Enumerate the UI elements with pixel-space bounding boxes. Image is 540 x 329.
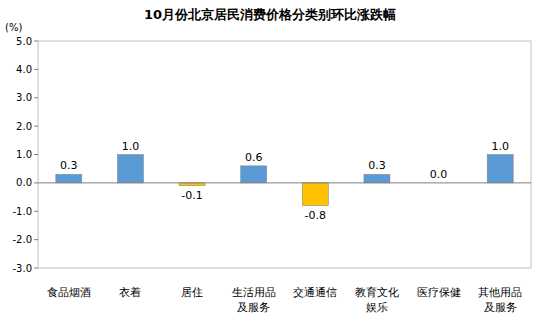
y-tick	[34, 211, 38, 212]
x-tick-label: 医疗保健	[417, 286, 461, 298]
y-tick-label: 2.0	[16, 121, 32, 132]
y-tick	[34, 154, 38, 155]
y-tick	[34, 69, 38, 70]
y-tick	[34, 97, 38, 98]
data-label: -0.1	[181, 189, 202, 202]
x-tick-label: 衣着	[119, 286, 141, 298]
data-label: 0.6	[245, 151, 263, 164]
y-axis-label: (%)	[5, 22, 22, 33]
zero-line	[38, 182, 531, 183]
y-tick	[34, 239, 38, 240]
x-tick-label-line: 医疗保健	[417, 286, 461, 298]
bar	[302, 183, 328, 206]
bar	[117, 155, 143, 183]
x-tick-label: 食品烟酒	[47, 286, 91, 298]
y-tick	[34, 41, 38, 42]
y-tick-label: 5.0	[16, 36, 32, 47]
y-tick-label: -2.0	[12, 234, 32, 245]
data-label: 1.0	[122, 140, 140, 153]
x-tick-label-line: 及服务	[237, 301, 270, 313]
data-label: 1.0	[491, 140, 509, 153]
x-tick-label-line: 食品烟酒	[47, 286, 91, 298]
x-tick-label-line: 其他用品	[478, 286, 522, 298]
x-tick-label-line: 衣着	[119, 286, 141, 298]
bars	[56, 155, 513, 206]
x-tick-label-line: 生活用品	[232, 286, 276, 298]
bar	[56, 174, 82, 183]
y-tick	[34, 126, 38, 127]
y-tick-label: -1.0	[12, 206, 32, 217]
data-label: 0.3	[60, 159, 78, 172]
x-tick-label: 居住	[181, 286, 203, 298]
data-label: 0.0	[430, 168, 448, 181]
y-tick-label: 4.0	[16, 64, 32, 75]
x-tick-label-line: 交通通信	[293, 286, 337, 298]
y-tick-label: 3.0	[16, 92, 32, 103]
title: 10月份北京居民消费价格分类别环比涨跌幅	[144, 7, 396, 22]
data-label: 0.3	[368, 159, 386, 172]
y-tick-label: 1.0	[16, 149, 32, 160]
y-tick	[34, 182, 38, 183]
x-tick-label: 交通通信	[293, 286, 337, 298]
x-tick-label-line: 及服务	[484, 301, 517, 313]
y-tick-label: 0.0	[16, 177, 32, 188]
x-tick-label: 其他用品及服务	[478, 286, 522, 313]
y-tick-label: -3.0	[12, 263, 32, 274]
data-label: -0.8	[305, 209, 326, 222]
bar	[487, 155, 513, 183]
x-tick-label-line: 教育文化	[355, 286, 399, 298]
chart: 10月份北京居民消费价格分类别环比涨跌幅 (%) 5.0 4.0 3.0 2.0 1.0 0.…	[0, 0, 540, 329]
x-tick-label-line: 居住	[181, 286, 203, 298]
y-tick	[34, 268, 38, 269]
x-tick-label: 生活用品及服务	[232, 286, 276, 313]
x-tick-label: 教育文化娱乐	[355, 286, 399, 313]
x-tick-label-line: 娱乐	[366, 301, 388, 313]
bar	[364, 174, 390, 183]
plot-frame	[38, 41, 531, 268]
bar	[241, 166, 267, 183]
